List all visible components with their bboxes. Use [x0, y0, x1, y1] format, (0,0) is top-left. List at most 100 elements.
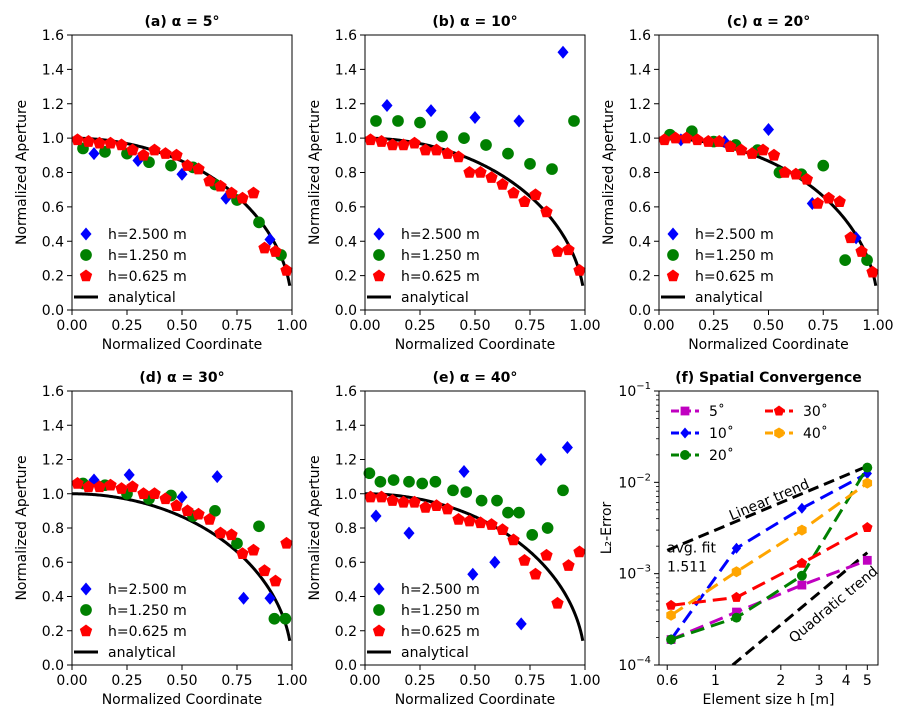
data-point	[731, 591, 742, 602]
data-point	[370, 115, 382, 127]
plot-frame	[658, 34, 879, 311]
series-20˚	[666, 462, 873, 645]
data-point	[258, 241, 271, 254]
data-point	[452, 512, 465, 525]
x-axis-label: Normalized Coordinate	[102, 337, 263, 353]
data-point	[375, 135, 388, 147]
data-point	[214, 526, 227, 539]
data-point	[430, 499, 443, 511]
data-point	[557, 45, 569, 59]
data-point	[475, 494, 488, 507]
x-tick-label: 0.75	[808, 318, 839, 334]
data-point	[797, 524, 807, 536]
y-tick-label: 0.6	[335, 200, 357, 216]
legend-label: h=1.250 m	[108, 603, 187, 619]
legend-marker	[79, 624, 93, 637]
data-point	[203, 512, 216, 525]
x-tick-label: 0.50	[166, 318, 197, 334]
legend-label: h=2.500 m	[401, 582, 480, 598]
data-point	[691, 133, 704, 146]
x-tick-label: 0.75	[221, 318, 252, 334]
data-point	[452, 150, 465, 163]
data-point	[416, 477, 429, 490]
legend-marker	[773, 405, 785, 416]
plot-area	[665, 462, 873, 665]
legend-marker	[79, 269, 93, 282]
tick-base: 10	[618, 475, 636, 491]
data-point	[756, 143, 770, 156]
data-point	[268, 612, 281, 625]
plot-frame	[658, 390, 879, 666]
series-h=1.250 m	[664, 125, 873, 267]
data-point	[702, 135, 715, 147]
x-tick-label: 0.00	[349, 673, 380, 689]
data-point	[469, 111, 481, 124]
data-point	[507, 533, 520, 546]
data-point	[713, 135, 726, 147]
data-point	[414, 116, 426, 129]
y-tick-label: 0.2	[335, 269, 357, 285]
data-point	[561, 441, 573, 455]
series-40˚	[666, 477, 873, 621]
data-point	[731, 612, 742, 623]
y-axis-label: Normalized Aperture	[14, 100, 30, 245]
x-tick-label: 0.25	[404, 318, 435, 334]
panel-title: (e) α = 40°	[433, 370, 518, 386]
y-tick-label: 1.2	[335, 97, 357, 113]
series-h=1.250 m	[77, 477, 292, 625]
data-point	[573, 263, 586, 276]
data-point	[430, 143, 443, 156]
panel-4: (e) α = 40° 0.0 0.2 0.4 0.6 0.8 1.0 1.2 1.4 1.6 0.…	[307, 370, 601, 708]
data-point	[458, 132, 470, 144]
y-tick-label: 1.4	[335, 418, 357, 434]
data-point	[71, 133, 84, 146]
series-h=0.625 m	[658, 131, 879, 278]
panel-title: (d) α = 30°	[139, 370, 224, 386]
y-tick-label: 0.2	[42, 624, 64, 640]
data-point	[253, 520, 265, 533]
panel-3: (d) α = 30° 0.0 0.2 0.4 0.6 0.8 1.0 1.2 1.4 1.6 0.…	[14, 370, 308, 708]
y-tick-label: 0.8	[629, 166, 651, 182]
data-point	[104, 478, 117, 491]
fit-annotation: avg. fit	[667, 541, 716, 557]
panel-title: (f) Spatial Convergence	[675, 370, 862, 386]
y-tick-label: 0.8	[42, 166, 64, 182]
data-point	[526, 529, 539, 541]
legend-label: 10˚	[709, 425, 734, 442]
panel-0: (a) α = 5° 0.0 0.2 0.4 0.6 0.8 1.0 1.2 1.4 1.6 0.0…	[14, 14, 308, 353]
data-point	[181, 504, 194, 517]
data-point	[397, 138, 410, 151]
data-point	[862, 477, 873, 489]
panel-title: (a) α = 5°	[145, 14, 220, 30]
plot-frame	[71, 34, 293, 311]
y-tick-label: 0.8	[335, 166, 357, 182]
y-tick-label: 0.6	[42, 555, 64, 571]
data-point	[279, 612, 292, 625]
data-point	[159, 147, 172, 159]
y-tick-label: 10−1	[618, 381, 651, 400]
legend-marker	[80, 582, 92, 596]
data-point	[137, 487, 150, 500]
data-point	[392, 115, 404, 127]
legend-marker	[373, 227, 385, 241]
x-axis-label: Normalized Coordinate	[688, 337, 849, 353]
plot-frame	[364, 390, 586, 666]
y-tick-label: 0.2	[335, 624, 357, 640]
y-tick-label: 1.4	[629, 62, 651, 78]
data-point	[408, 136, 421, 149]
data-point	[513, 506, 525, 519]
legend-label: h=1.250 m	[401, 248, 480, 264]
y-axis-label: Normalized Aperture	[14, 455, 30, 600]
data-point	[496, 523, 509, 535]
y-axis-label: Normalized Aperture	[601, 100, 617, 245]
data-point	[839, 254, 852, 267]
data-point	[862, 462, 873, 473]
data-point	[463, 166, 476, 178]
y-tick-label: 1.0	[335, 131, 357, 147]
data-point	[176, 167, 188, 181]
data-point	[386, 494, 399, 506]
data-point	[386, 138, 399, 151]
data-point	[88, 147, 100, 161]
data-point	[408, 495, 421, 508]
